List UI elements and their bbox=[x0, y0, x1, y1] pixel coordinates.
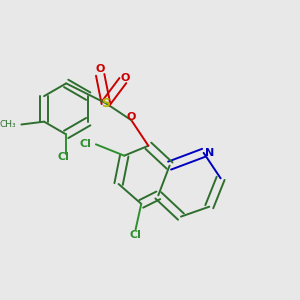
Text: CH₃: CH₃ bbox=[0, 120, 16, 129]
Text: N: N bbox=[205, 148, 214, 158]
Text: Cl: Cl bbox=[130, 230, 142, 240]
Text: O: O bbox=[127, 112, 136, 122]
Text: O: O bbox=[95, 64, 105, 74]
Text: O: O bbox=[121, 73, 130, 83]
Text: Cl: Cl bbox=[57, 152, 69, 162]
Text: Cl: Cl bbox=[80, 139, 92, 149]
Text: S: S bbox=[101, 97, 110, 110]
